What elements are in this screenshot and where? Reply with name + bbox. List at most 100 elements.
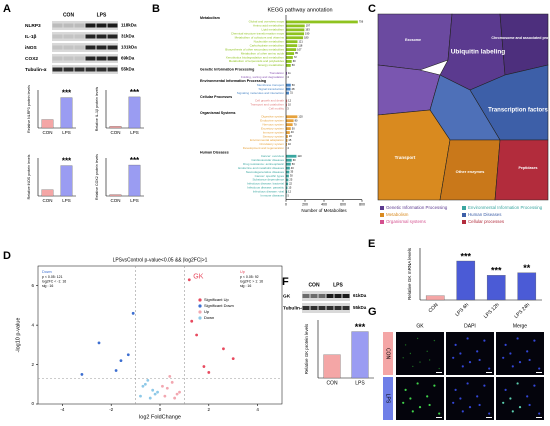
box-line: p < 0.05: 92 (240, 275, 259, 279)
group-heading: Metabolism (200, 16, 220, 20)
bar (286, 40, 298, 44)
bar (286, 64, 291, 67)
cell-dot (409, 352, 412, 355)
blot-band (85, 45, 96, 50)
cell-dot (511, 410, 514, 413)
x-tick-label: 0 (159, 407, 162, 412)
category-label: Lipid metabolism (261, 28, 284, 32)
category-label: Infectious disease: viral (253, 190, 285, 194)
category-label: Infectious disease: bacterial (247, 182, 284, 186)
value-label: 120 (298, 114, 303, 118)
bar (286, 44, 298, 48)
bar (286, 48, 297, 51)
bar (286, 166, 290, 170)
group-label: CON (308, 282, 320, 288)
protein-label: NLRP3 (25, 23, 41, 29)
y-axis-label: Relative COX2 protein levels (95, 154, 99, 200)
blot-band (310, 306, 318, 310)
cell-dot (454, 343, 457, 346)
blot-band (96, 23, 107, 28)
point (187, 278, 191, 282)
category-label: Infectious disease: parasitic (247, 186, 284, 190)
category-label: Cell motility (269, 107, 285, 111)
x-tick-label: CON (111, 198, 121, 203)
value-label: 756 (359, 20, 364, 24)
value-label: 60 (293, 158, 296, 162)
cell-dot (466, 382, 469, 385)
legend-label: Environmental Information Processing (468, 205, 543, 210)
point (80, 373, 84, 376)
legend-swatch (462, 206, 466, 210)
blot-bg (302, 291, 350, 301)
x-tick-label: -4 (60, 407, 64, 412)
blot-band (63, 45, 74, 50)
point (114, 369, 118, 372)
significance: *** (355, 322, 366, 332)
category-label: Translation (269, 71, 284, 75)
blot-band (85, 23, 96, 28)
bar (128, 164, 141, 197)
blot-band (302, 306, 310, 310)
blot-bg (52, 32, 118, 41)
protein-label: Tubulin-α (283, 305, 305, 311)
cell-dot (416, 337, 419, 340)
legend-swatch (380, 206, 384, 210)
cell-label: Peptidases (519, 166, 538, 170)
scale-bar (536, 372, 542, 373)
blot-band (52, 45, 63, 50)
value-label: 70 (294, 122, 297, 126)
category-label: Cancer: overview (261, 154, 285, 158)
panel-label: D (3, 250, 11, 262)
cell-dot (488, 367, 491, 370)
category-label: Drug resistance: antineoplastic (243, 162, 285, 166)
blot-bg (52, 65, 118, 74)
cell-label: Exosome (405, 38, 421, 42)
legend-label: Human Diseases (468, 212, 502, 217)
value-label: 35 (290, 170, 293, 174)
cell-dot (511, 365, 514, 368)
cell-dot (459, 397, 462, 400)
value-label: 10 (288, 142, 291, 146)
x-axis-label: Number of Metabolites (301, 208, 347, 213)
bar (41, 189, 54, 197)
group-heading: Genetic Information Processing (200, 67, 254, 71)
group-label: LPS (333, 282, 343, 288)
value-label: 20 (289, 134, 292, 138)
treemap (377, 13, 549, 201)
value-label: 5 (287, 193, 289, 197)
point (131, 311, 135, 315)
category-label: Nervous system (262, 122, 284, 126)
size-label: 69kDa (121, 56, 135, 61)
blot-band (107, 56, 118, 61)
significance: *** (130, 88, 140, 97)
blot-bg (52, 21, 118, 30)
group-heading: Human Diseases (200, 150, 229, 154)
category-label: Xenobiotics biodegradation and metabolis… (226, 55, 285, 59)
blot-band (107, 34, 118, 39)
column-label: DAPI (464, 323, 476, 329)
cell-dot (452, 401, 455, 404)
category-label: Metabolism of other amino acids (241, 51, 285, 55)
significance: *** (62, 157, 72, 166)
bar (286, 190, 288, 194)
bar (60, 165, 73, 197)
cell-dot (426, 395, 429, 398)
bar (286, 143, 287, 146)
x-axis-label: log2 FoldChange (139, 414, 181, 420)
cell-dot (433, 384, 436, 387)
cell-dot (538, 367, 541, 370)
bar (425, 295, 445, 301)
point (156, 390, 159, 394)
category-label: Cell growth and death (255, 99, 285, 103)
cell-dot (518, 406, 522, 409)
group-heading: Environmental Information Processing (200, 79, 266, 83)
bar (286, 71, 288, 75)
point (151, 388, 155, 392)
cell-dot (433, 339, 436, 342)
category-label: Cardiovascular diseases (251, 158, 284, 162)
x-tick-label: 400 (321, 203, 327, 207)
bar (286, 115, 298, 119)
cell-label: Transport (395, 155, 416, 160)
protein-label: iNOS (25, 45, 38, 51)
cell-dot (411, 410, 414, 413)
